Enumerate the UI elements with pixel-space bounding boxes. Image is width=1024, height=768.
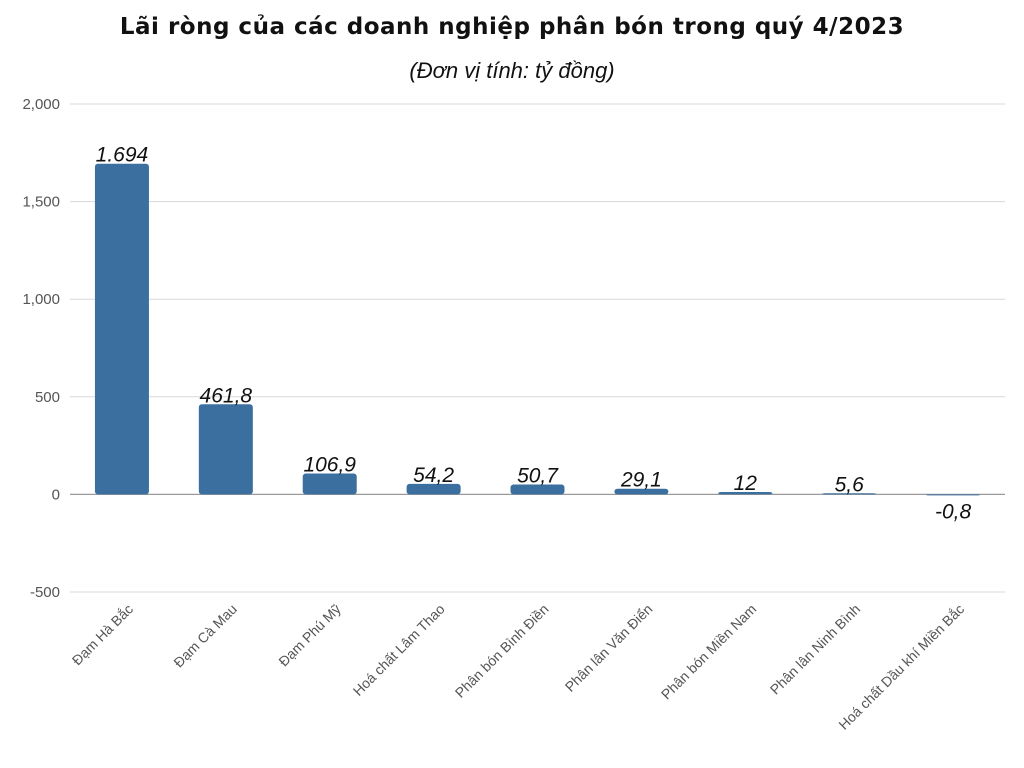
y-tick-label: 1,000 [22, 291, 60, 308]
category-label: Hoá chất Dầu khí Miền Bắc [835, 601, 967, 733]
chart-subtitle: (Đơn vị tính: tỷ đồng) [409, 58, 615, 83]
data-label: -0,8 [935, 500, 972, 523]
data-label: 54,2 [413, 464, 454, 487]
bar [198, 404, 253, 495]
data-label: 29,1 [620, 469, 662, 492]
y-tick-label: 1,500 [22, 194, 60, 211]
bar [94, 163, 149, 495]
category-label: Phân lân Ninh Bình [767, 601, 864, 698]
bar-layer [94, 163, 981, 496]
y-tick-label: 2,000 [22, 96, 60, 113]
data-label: 5,6 [835, 473, 865, 496]
category-label: Hoá chất Lâm Thao [350, 601, 448, 699]
bar [302, 473, 357, 495]
data-label: 461,8 [200, 384, 253, 407]
category-label: Đạm Hà Bắc [69, 601, 136, 668]
category-label: Phân bón Bình Điền [452, 601, 552, 701]
bar [510, 484, 565, 495]
data-label: 12 [734, 472, 758, 495]
bar [718, 492, 773, 495]
category-label: Phân lân Văn Điển [562, 601, 656, 695]
category-label: Phân bón Miền Nam [658, 601, 760, 703]
bar [406, 483, 461, 495]
category-label: Đạm Phú Mỹ [275, 601, 344, 670]
y-tick-label: 0 [52, 486, 60, 503]
data-label: 50,7 [517, 465, 559, 488]
data-label: 1.694 [96, 144, 149, 167]
chart-title: Lãi ròng của các doanh nghiệp phân bón t… [119, 14, 905, 40]
data-label: 106,9 [303, 454, 356, 477]
grid-layer: -500 0 500 1,000 1,500 2,000 [22, 96, 1005, 601]
bar [614, 488, 669, 495]
bar [822, 493, 877, 495]
bar [926, 494, 981, 496]
category-label: Đạm Cà Mau [170, 601, 240, 671]
y-tick-label: 500 [35, 389, 60, 406]
y-tick-label: -500 [30, 584, 60, 601]
